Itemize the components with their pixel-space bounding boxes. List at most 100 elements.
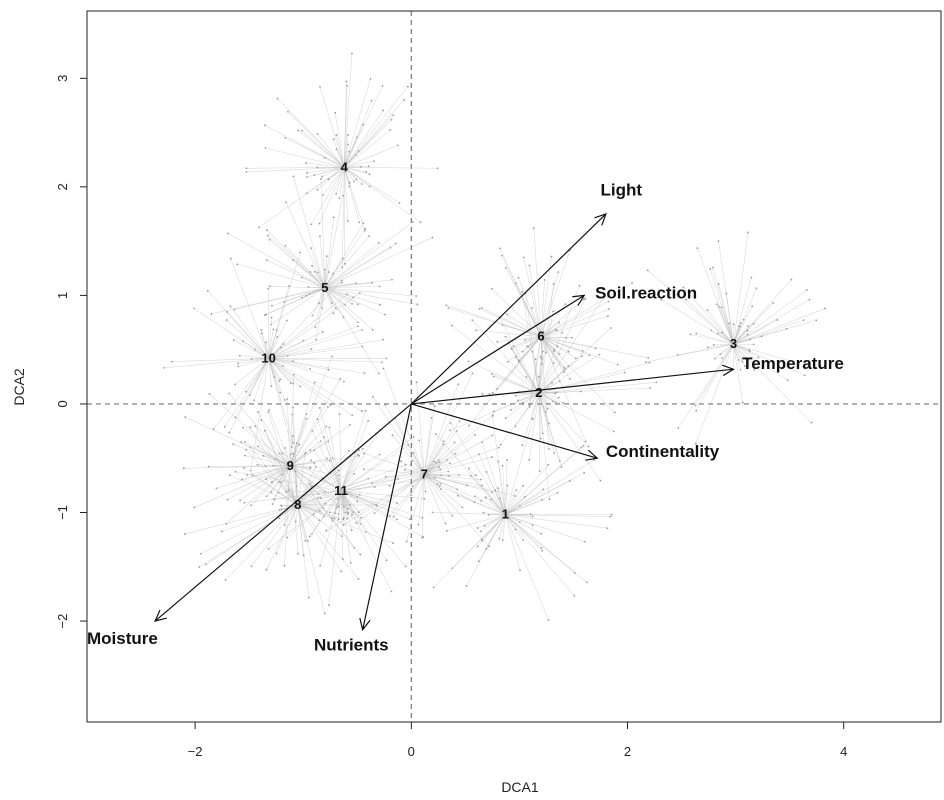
site-point xyxy=(421,516,424,519)
site-point xyxy=(309,482,311,485)
site-point xyxy=(318,222,321,225)
site-point xyxy=(291,435,294,437)
site-point xyxy=(522,401,524,404)
y-tick-label: 1 xyxy=(55,292,70,299)
site-point xyxy=(305,294,308,297)
site-point xyxy=(498,537,501,540)
site-point xyxy=(260,328,263,331)
site-point xyxy=(304,539,307,542)
spider-line xyxy=(271,465,291,483)
site-point xyxy=(552,310,555,313)
site-point xyxy=(292,382,295,385)
spider-line xyxy=(424,373,473,475)
site-point xyxy=(331,355,333,358)
spider-line xyxy=(733,344,812,423)
site-point xyxy=(239,499,241,502)
cluster-label: 6 xyxy=(537,329,544,344)
site-point xyxy=(271,503,274,505)
spider-line xyxy=(268,358,365,374)
site-point xyxy=(423,497,426,500)
site-point xyxy=(221,530,223,533)
site-point xyxy=(521,444,524,447)
site-point xyxy=(522,256,525,259)
site-point xyxy=(715,303,718,306)
spider-line xyxy=(324,287,359,323)
vector-arrowhead xyxy=(585,449,599,461)
site-point xyxy=(556,492,559,494)
site-point xyxy=(253,399,256,402)
spider-line xyxy=(340,448,364,491)
site-point xyxy=(501,464,504,467)
site-point xyxy=(497,487,500,490)
site-point xyxy=(342,380,345,383)
site-point xyxy=(308,535,311,538)
spider-line xyxy=(505,514,520,523)
site-point xyxy=(319,85,321,88)
site-point xyxy=(506,360,509,363)
site-point xyxy=(554,392,557,395)
site-point xyxy=(528,405,531,408)
site-point xyxy=(319,497,322,500)
site-point xyxy=(561,331,563,334)
spider-line xyxy=(334,112,345,168)
site-point xyxy=(528,458,531,461)
site-point xyxy=(538,375,540,378)
spider-line xyxy=(268,358,344,382)
spider-line xyxy=(418,474,425,525)
site-point xyxy=(545,351,547,354)
site-point xyxy=(243,467,245,469)
spider-line xyxy=(289,374,295,466)
site-point xyxy=(396,518,398,521)
spider-line xyxy=(324,237,433,289)
site-point xyxy=(275,552,278,555)
spider-line xyxy=(385,474,425,478)
site-point xyxy=(243,501,246,504)
spider-line xyxy=(531,393,540,419)
site-point xyxy=(287,110,289,113)
site-point xyxy=(279,391,282,394)
site-point xyxy=(278,380,281,383)
spider-line xyxy=(424,435,493,475)
site-point xyxy=(573,594,576,597)
site-point xyxy=(522,484,524,487)
site-point xyxy=(318,235,321,238)
spider-line xyxy=(340,490,410,520)
spider-line xyxy=(523,257,542,337)
spider-line xyxy=(260,420,299,506)
spider-line xyxy=(306,167,345,194)
spider-line xyxy=(268,326,359,359)
spider-line xyxy=(538,392,559,399)
site-point xyxy=(357,303,359,306)
site-point xyxy=(725,292,728,295)
site-point xyxy=(455,430,458,432)
spider-line xyxy=(297,504,304,556)
spider-line xyxy=(319,490,342,566)
spider-line xyxy=(446,305,542,337)
spider-line xyxy=(733,343,759,358)
site-point xyxy=(534,358,537,361)
spider-line xyxy=(289,406,329,466)
spider-line xyxy=(284,465,291,526)
site-point xyxy=(467,424,470,427)
x-axis-title: DCA1 xyxy=(501,779,539,795)
spider-line xyxy=(250,465,291,506)
spider-line xyxy=(677,344,734,429)
y-tick-label: −1 xyxy=(55,505,70,520)
y-axis-title: DCA2 xyxy=(11,368,27,406)
site-point xyxy=(445,529,448,532)
site-point xyxy=(373,160,375,162)
site-point xyxy=(517,276,520,279)
site-point xyxy=(208,393,211,395)
spider-line xyxy=(538,392,614,432)
site-point xyxy=(431,511,434,514)
site-point xyxy=(381,84,384,87)
site-point xyxy=(739,322,742,325)
site-point xyxy=(485,471,488,473)
vector-label: Moisture xyxy=(87,629,158,648)
site-point xyxy=(500,254,503,257)
site-point xyxy=(260,419,263,422)
axes: −2 0 2 4 −2 −1 0 1 2 3 xyxy=(55,10,942,759)
site-point xyxy=(580,390,582,393)
site-point xyxy=(488,545,491,548)
site-point xyxy=(510,408,513,411)
